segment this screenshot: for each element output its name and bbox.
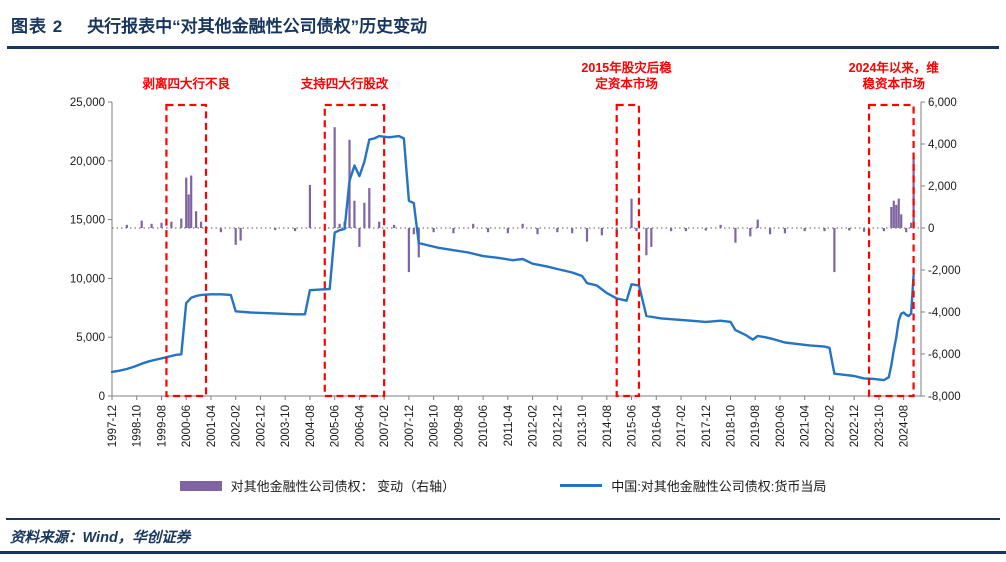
bar-series-swatch-icon — [179, 480, 222, 491]
svg-text:2015年股灾后稳: 2015年股灾后稳 — [581, 60, 672, 75]
svg-text:2022-02: 2022-02 — [824, 405, 836, 447]
svg-text:剥离四大行不良: 剥离四大行不良 — [142, 76, 230, 91]
svg-text:2021-04: 2021-04 — [800, 404, 812, 447]
svg-text:-8,000: -8,000 — [928, 391, 961, 403]
svg-text:10,000: 10,000 — [70, 273, 105, 285]
svg-text:2012-02: 2012-02 — [528, 405, 540, 447]
footer-divider — [6, 518, 1000, 520]
svg-text:2023-10: 2023-10 — [874, 405, 886, 447]
svg-text:2024年以来，维: 2024年以来，维 — [849, 60, 940, 75]
svg-text:2005-06: 2005-06 — [330, 405, 342, 447]
svg-text:20,000: 20,000 — [70, 156, 105, 168]
svg-text:25,000: 25,000 — [70, 97, 105, 109]
svg-text:2002-12: 2002-12 — [255, 405, 267, 447]
svg-text:2004-08: 2004-08 — [305, 405, 317, 447]
svg-text:2007-12: 2007-12 — [404, 405, 416, 447]
svg-text:-4,000: -4,000 — [928, 307, 961, 319]
svg-text:2002-02: 2002-02 — [231, 405, 243, 447]
svg-text:定资本市场: 定资本市场 — [594, 76, 658, 91]
svg-text:1997-12: 1997-12 — [107, 405, 119, 447]
svg-text:2016-04: 2016-04 — [651, 404, 663, 447]
svg-text:支持四大行股改: 支持四大行股改 — [300, 76, 389, 91]
svg-text:1998-10: 1998-10 — [132, 405, 144, 447]
legend-item-bar: 对其他金融性公司债权： 变动（右轴） — [179, 476, 456, 495]
svg-text:2015-06: 2015-06 — [627, 405, 639, 447]
svg-text:2013-10: 2013-10 — [577, 405, 589, 447]
legend-line-label: 中国:对其他金融性公司债权:货币当局 — [611, 479, 827, 494]
svg-text:0: 0 — [99, 391, 105, 403]
svg-text:2008-10: 2008-10 — [429, 405, 441, 447]
svg-text:稳资本市场: 稳资本市场 — [863, 76, 926, 91]
chart-legend: 对其他金融性公司债权： 变动（右轴） 中国:对其他金融性公司债权:货币当局 — [0, 476, 1006, 495]
legend-item-line: 中国:对其他金融性公司债权:货币当局 — [560, 476, 826, 495]
svg-text:0: 0 — [928, 223, 934, 235]
svg-text:4,000: 4,000 — [928, 139, 957, 151]
svg-text:2,000: 2,000 — [928, 181, 957, 193]
chart-canvas: 0 5,000 10,000 15,000 20,000 25,000 -8,000 -6,0… — [70, 60, 961, 447]
legend-bar-label: 对其他金融性公司债权： 变动（右轴） — [230, 479, 456, 494]
line-series — [110, 134, 915, 382]
svg-text:5,000: 5,000 — [76, 332, 105, 344]
svg-text:6,000: 6,000 — [928, 97, 957, 109]
svg-text:2020-06: 2020-06 — [775, 405, 787, 447]
svg-text:2014-08: 2014-08 — [602, 405, 614, 447]
svg-text:2009-08: 2009-08 — [453, 405, 465, 447]
highlight-boxes — [165, 103, 915, 398]
figure-title-text: 央行报表中“对其他金融性公司债权”历史变动 — [87, 17, 428, 36]
svg-text:2017-12: 2017-12 — [701, 405, 713, 447]
svg-text:-6,000: -6,000 — [928, 349, 961, 361]
svg-text:2007-02: 2007-02 — [379, 405, 391, 447]
svg-text:15,000: 15,000 — [70, 215, 105, 227]
svg-text:2010-06: 2010-06 — [478, 405, 490, 447]
line-series-swatch-icon — [560, 484, 603, 487]
svg-text:2017-02: 2017-02 — [676, 405, 688, 447]
svg-text:1999-08: 1999-08 — [156, 405, 168, 447]
bar-series — [125, 127, 915, 273]
bottom-border — [0, 551, 1006, 554]
chart-title: 图表 2 央行报表中“对其他金融性公司债权”历史变动 — [7, 8, 999, 49]
svg-text:2018-10: 2018-10 — [726, 405, 738, 447]
svg-text:2000-06: 2000-06 — [181, 405, 193, 447]
svg-text:-2,000: -2,000 — [928, 265, 961, 277]
svg-text:2006-04: 2006-04 — [354, 404, 366, 447]
source-note: 资料来源：Wind，华创证券 — [10, 530, 191, 546]
axes: 0 5,000 10,000 15,000 20,000 25,000 -8,000 -6,0… — [70, 97, 961, 447]
svg-text:2022-12: 2022-12 — [849, 405, 861, 447]
svg-text:2012-12: 2012-12 — [552, 405, 564, 447]
svg-text:2024-08: 2024-08 — [899, 405, 911, 447]
svg-text:2019-08: 2019-08 — [750, 405, 762, 447]
svg-text:2011-04: 2011-04 — [503, 404, 515, 446]
figure-label: 图表 2 — [11, 17, 64, 36]
svg-text:2001-04: 2001-04 — [206, 404, 218, 447]
svg-text:2003-10: 2003-10 — [280, 405, 292, 447]
